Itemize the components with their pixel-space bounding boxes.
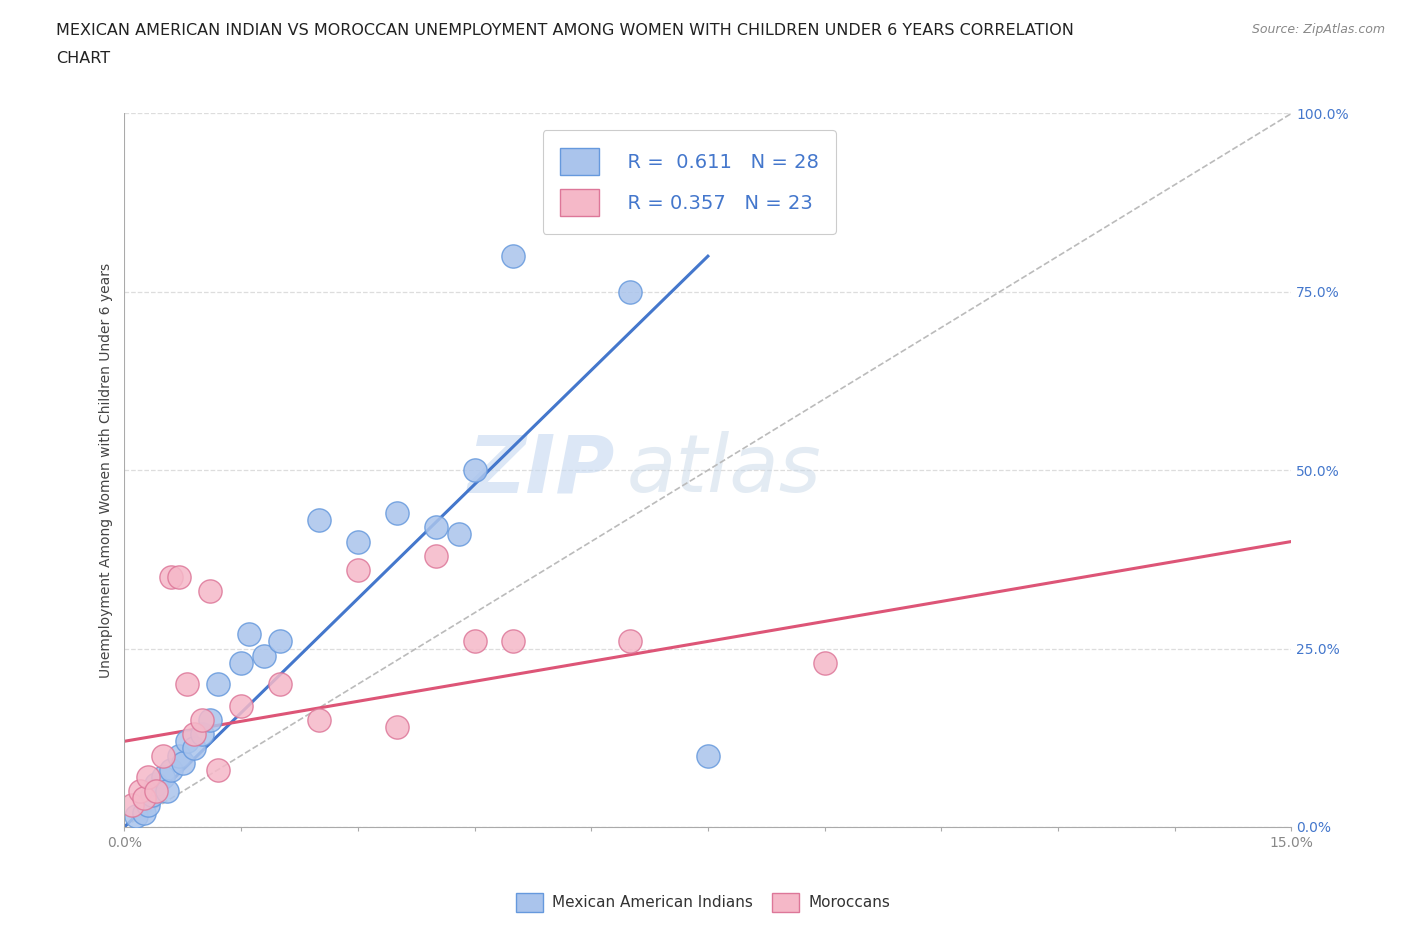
Text: ZIP: ZIP — [467, 432, 614, 510]
Point — [132, 790, 155, 805]
Point — [125, 809, 148, 824]
Point — [136, 798, 159, 813]
Point — [167, 748, 190, 763]
Point — [347, 563, 370, 578]
Point — [385, 506, 408, 521]
Text: atlas: atlas — [626, 432, 821, 510]
Point — [129, 784, 152, 799]
Point — [136, 769, 159, 784]
Point — [253, 648, 276, 663]
Text: Source: ZipAtlas.com: Source: ZipAtlas.com — [1251, 23, 1385, 36]
Point — [308, 712, 330, 727]
Point — [813, 656, 835, 671]
Point — [176, 677, 198, 692]
Text: CHART: CHART — [56, 51, 110, 66]
Point — [160, 570, 183, 585]
Point — [141, 788, 163, 803]
Point — [152, 748, 174, 763]
Point — [269, 634, 291, 649]
Point — [502, 248, 524, 263]
Point — [176, 734, 198, 749]
Point — [198, 712, 221, 727]
Point — [152, 769, 174, 784]
Point — [502, 634, 524, 649]
Point — [238, 627, 260, 642]
Point — [308, 512, 330, 527]
Point — [191, 712, 214, 727]
Point — [207, 677, 229, 692]
Point — [425, 520, 447, 535]
Point — [464, 634, 486, 649]
Point — [183, 741, 205, 756]
Point — [464, 463, 486, 478]
Point — [132, 805, 155, 820]
Point — [145, 777, 167, 791]
Point — [160, 763, 183, 777]
Point — [385, 720, 408, 735]
Point — [207, 763, 229, 777]
Point — [619, 634, 641, 649]
Legend: Mexican American Indians, Moroccans: Mexican American Indians, Moroccans — [510, 887, 896, 918]
Point — [183, 726, 205, 741]
Point — [198, 584, 221, 599]
Point — [167, 570, 190, 585]
Point — [145, 784, 167, 799]
Point — [191, 726, 214, 741]
Point — [619, 285, 641, 299]
Point — [425, 549, 447, 564]
Point — [269, 677, 291, 692]
Point — [231, 698, 253, 713]
Text: MEXICAN AMERICAN INDIAN VS MOROCCAN UNEMPLOYMENT AMONG WOMEN WITH CHILDREN UNDER: MEXICAN AMERICAN INDIAN VS MOROCCAN UNEM… — [56, 23, 1074, 38]
Point — [156, 784, 179, 799]
Point — [231, 656, 253, 671]
Point — [696, 748, 718, 763]
Y-axis label: Unemployment Among Women with Children Under 6 years: Unemployment Among Women with Children U… — [100, 262, 114, 678]
Point — [121, 798, 143, 813]
Legend:   R =  0.611   N = 28,   R = 0.357   N = 23: R = 0.611 N = 28, R = 0.357 N = 23 — [543, 130, 837, 234]
Point — [447, 527, 470, 542]
Point — [172, 755, 194, 770]
Point — [347, 534, 370, 549]
